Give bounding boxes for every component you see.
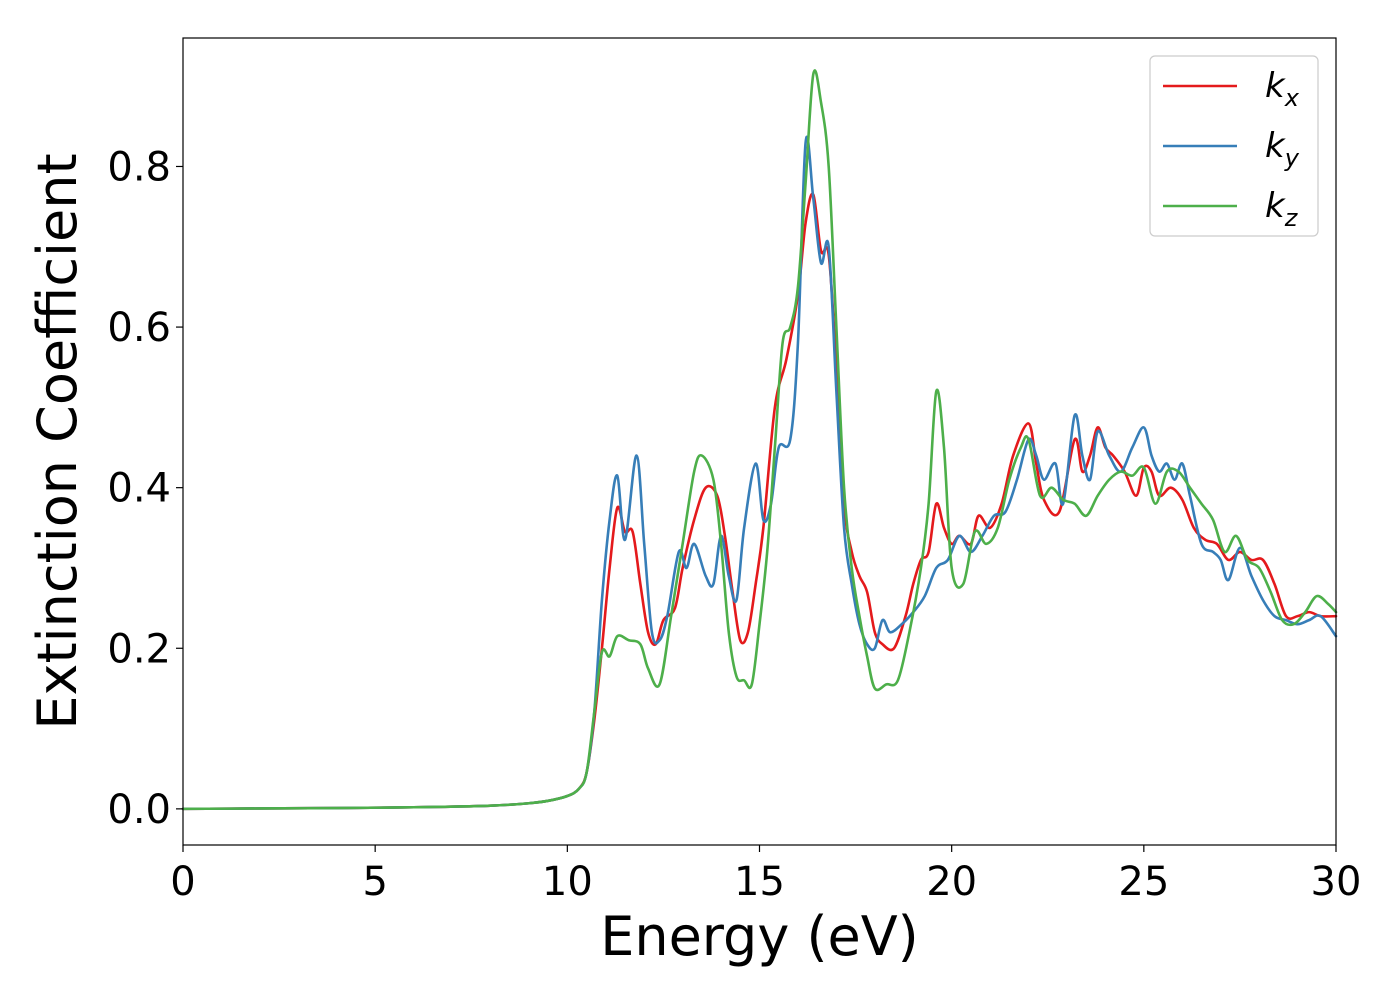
legend-label-ky: ky <box>1265 126 1300 172</box>
y-tick-label: 0.4 <box>107 466 171 512</box>
x-tick-label: 10 <box>542 859 593 905</box>
x-tick-label: 20 <box>926 859 977 905</box>
series-line-kz <box>181 69 1338 811</box>
y-axis-title: Extinction Coefficient <box>26 153 89 729</box>
series-lines <box>181 69 1338 811</box>
y-tick-label: 0.6 <box>107 305 171 351</box>
plot-background <box>183 38 1336 845</box>
y-tick-label: 0.8 <box>107 144 171 190</box>
legend-label-kz: kz <box>1265 186 1299 232</box>
x-axis-ticks: 0 5 10 15 20 25 30 <box>170 845 1361 905</box>
y-tick-label: 0.2 <box>107 626 171 672</box>
legend: kx ky kz <box>1149 55 1319 237</box>
x-axis-title: Energy (eV) <box>600 905 919 968</box>
x-tick-label: 5 <box>362 859 387 905</box>
x-tick-label: 15 <box>734 859 785 905</box>
y-axis-ticks: 0.0 0.2 0.4 0.6 0.8 <box>107 144 183 833</box>
x-tick-label: 30 <box>1311 859 1362 905</box>
x-tick-label: 0 <box>170 859 195 905</box>
y-tick-label: 0.0 <box>107 787 171 833</box>
legend-label-kx: kx <box>1265 66 1300 112</box>
x-tick-label: 25 <box>1118 859 1169 905</box>
